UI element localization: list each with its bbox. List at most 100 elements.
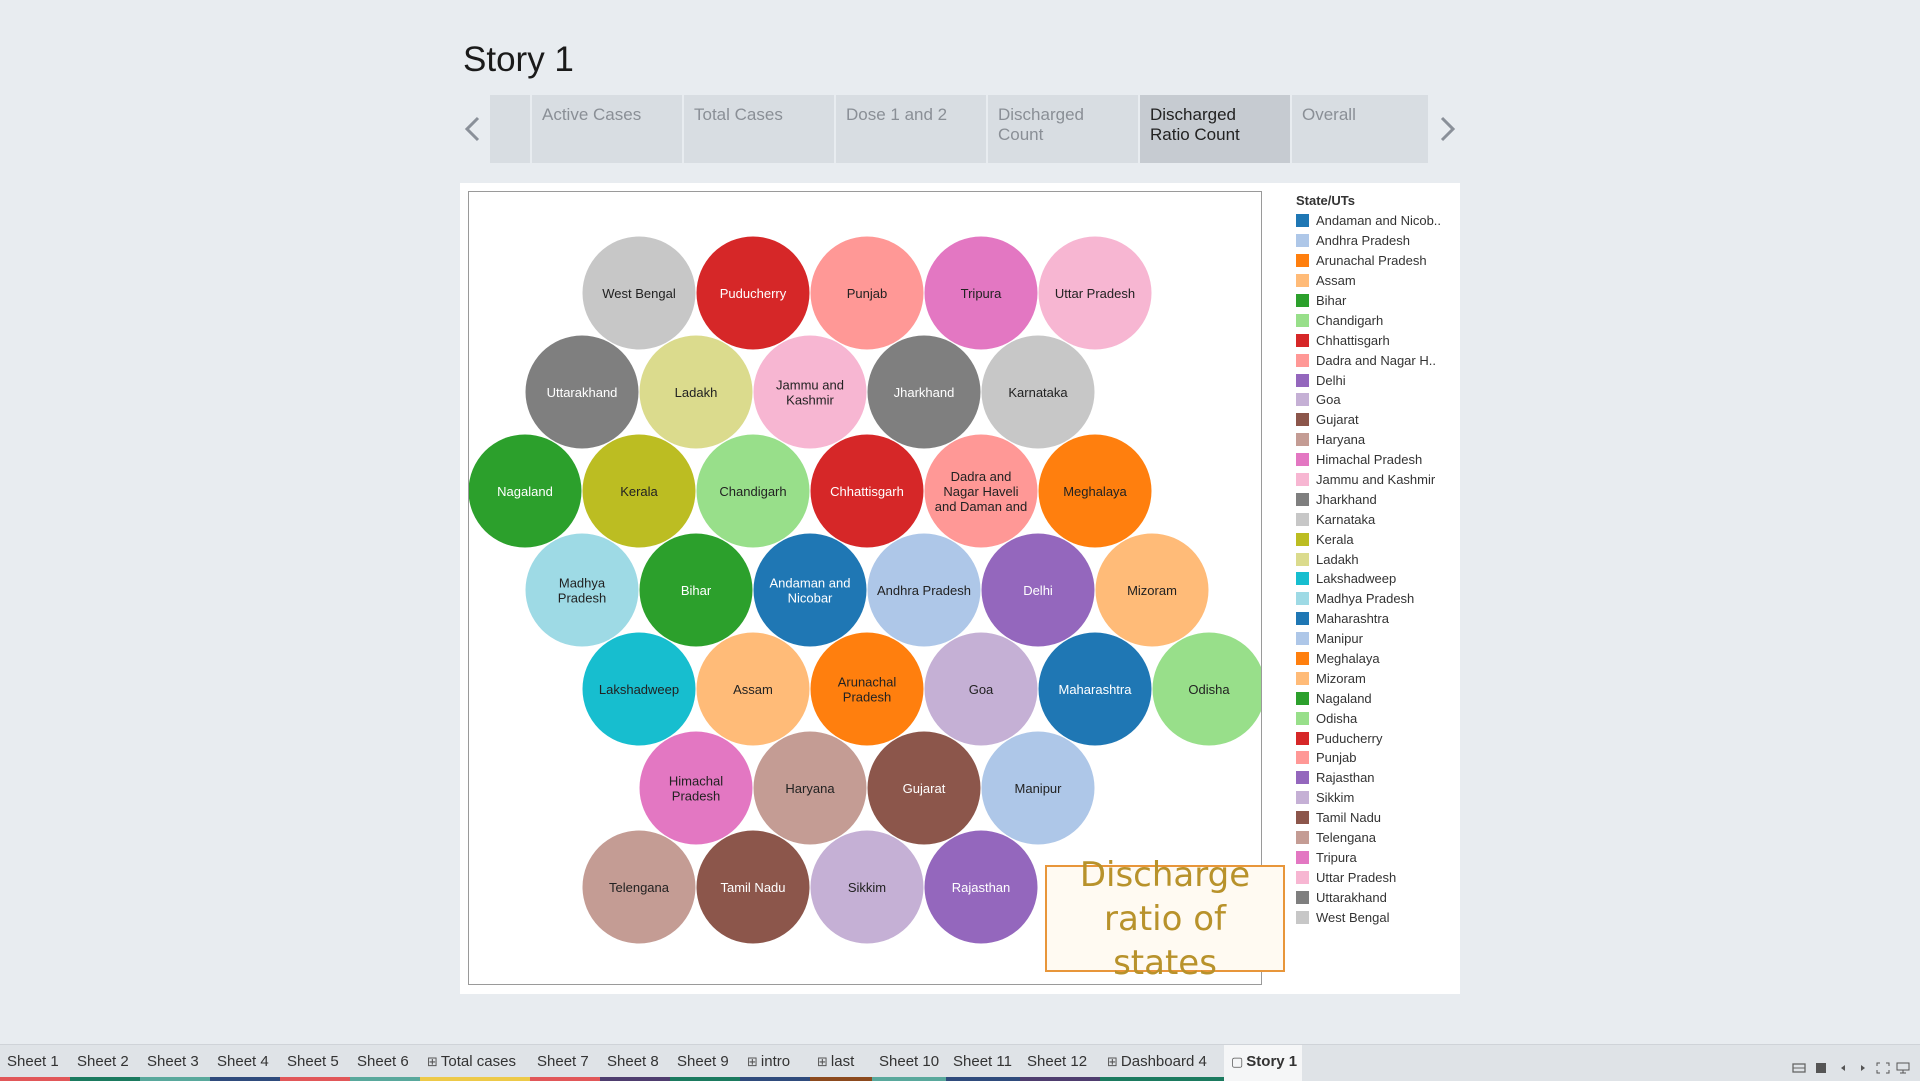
bubble-circle[interactable] — [753, 731, 867, 845]
bubble-circle[interactable] — [753, 533, 867, 647]
bubble-circle[interactable] — [867, 335, 981, 449]
next-story-point-button[interactable] — [1432, 112, 1462, 146]
legend-item[interactable]: Manipur — [1296, 629, 1456, 649]
bubble[interactable]: Meghalaya — [1038, 434, 1152, 548]
legend-item[interactable]: Himachal Pradesh — [1296, 450, 1456, 470]
legend-item[interactable]: Andaman and Nicob.. — [1296, 211, 1456, 231]
bubble-circle[interactable] — [1038, 236, 1152, 350]
bubble-circle[interactable] — [1038, 632, 1152, 746]
sheet-tab[interactable]: Sheet 2 — [70, 1045, 140, 1081]
bubble-circle[interactable] — [469, 434, 582, 548]
story-point-tab[interactable]: Overall — [1292, 95, 1428, 163]
sheet-tab[interactable]: Sheet 11 — [946, 1045, 1020, 1081]
legend-item[interactable]: Gujarat — [1296, 410, 1456, 430]
bubble-circle[interactable] — [867, 731, 981, 845]
story-point-tab[interactable]: Total Cases — [684, 95, 834, 163]
legend-item[interactable]: Dadra and Nagar H.. — [1296, 350, 1456, 370]
bubble[interactable]: Mizoram — [1095, 533, 1209, 647]
bubble-circle[interactable] — [981, 335, 1095, 449]
sheet-tab[interactable]: ⊞ intro — [740, 1045, 810, 1081]
legend-item[interactable]: Chandigarh — [1296, 310, 1456, 330]
bubble-circle[interactable] — [582, 434, 696, 548]
sheet-tab[interactable]: Sheet 1 — [0, 1045, 70, 1081]
bubble-circle[interactable] — [753, 335, 867, 449]
legend-item[interactable]: Arunachal Pradesh — [1296, 251, 1456, 271]
bubble-circle[interactable] — [924, 236, 1038, 350]
legend-item[interactable]: Punjab — [1296, 748, 1456, 768]
bubble[interactable]: Nagaland — [469, 434, 582, 548]
legend-item[interactable]: Odisha — [1296, 708, 1456, 728]
prev-sheet-icon[interactable] — [1836, 1062, 1850, 1074]
bubble[interactable]: Chhattisgarh — [810, 434, 924, 548]
bubble-circle[interactable] — [582, 632, 696, 746]
legend-item[interactable]: Ladakh — [1296, 549, 1456, 569]
bubble[interactable]: Goa — [924, 632, 1038, 746]
bubble[interactable]: Ladakh — [639, 335, 753, 449]
bubble[interactable]: Manipur — [981, 731, 1095, 845]
legend-item[interactable]: Maharashtra — [1296, 609, 1456, 629]
bubble[interactable]: Uttarakhand — [525, 335, 639, 449]
bubble-circle[interactable] — [810, 830, 924, 944]
story-point-tab[interactable]: Discharged Ratio Count — [1140, 95, 1290, 163]
bubble-circle[interactable] — [810, 434, 924, 548]
bubble[interactable]: Bihar — [639, 533, 753, 647]
sheet-tab[interactable]: Sheet 3 — [140, 1045, 210, 1081]
bubble-circle[interactable] — [924, 434, 1038, 548]
legend-item[interactable]: Goa — [1296, 390, 1456, 410]
bubble-circle[interactable] — [696, 434, 810, 548]
legend-item[interactable]: Delhi — [1296, 370, 1456, 390]
legend-item[interactable]: Tripura — [1296, 848, 1456, 868]
sheet-tab[interactable]: Sheet 10 — [872, 1045, 946, 1081]
bubble[interactable]: Madhya Pradesh — [525, 533, 639, 647]
sheet-tab[interactable]: Sheet 4 — [210, 1045, 280, 1081]
legend-item[interactable]: Andhra Pradesh — [1296, 231, 1456, 251]
legend-item[interactable]: Jharkhand — [1296, 489, 1456, 509]
bubble-circle[interactable] — [525, 335, 639, 449]
sheet-tab[interactable]: Sheet 7 — [530, 1045, 600, 1081]
bubble[interactable]: Lakshadweep — [582, 632, 696, 746]
bubble[interactable]: Andhra Pradesh — [867, 533, 981, 647]
legend-item[interactable]: Sikkim — [1296, 788, 1456, 808]
bubble-circle[interactable] — [639, 731, 753, 845]
legend-item[interactable]: Uttar Pradesh — [1296, 867, 1456, 887]
next-sheet-icon[interactable] — [1856, 1062, 1870, 1074]
bubble-circle[interactable] — [981, 731, 1095, 845]
bubble[interactable]: Jammu and Kashmir — [753, 335, 867, 449]
sheet-tab[interactable]: ⊞ Dashboard 4 — [1100, 1045, 1224, 1081]
bubble-circle[interactable] — [981, 533, 1095, 647]
legend-item[interactable]: Telengana — [1296, 828, 1456, 848]
legend-item[interactable]: Jammu and Kashmir — [1296, 470, 1456, 490]
bubble[interactable]: Sikkim — [810, 830, 924, 944]
legend-item[interactable]: Madhya Pradesh — [1296, 589, 1456, 609]
bubble[interactable]: Andaman and Nicobar — [753, 533, 867, 647]
story-point-tab[interactable]: Active Cases — [532, 95, 682, 163]
bubble[interactable]: Kerala — [582, 434, 696, 548]
bubble[interactable]: Gujarat — [867, 731, 981, 845]
bubble[interactable]: Tripura — [924, 236, 1038, 350]
bubble[interactable]: Dadra and Nagar Haveli and Daman and — [924, 434, 1038, 548]
legend-item[interactable]: Lakshadweep — [1296, 569, 1456, 589]
legend-item[interactable]: Rajasthan — [1296, 768, 1456, 788]
bubble-chart[interactable]: West Bengal Puducherry Punjab Tripura Uttar … — [469, 192, 1262, 985]
bubble-circle[interactable] — [696, 632, 810, 746]
story-point-tab[interactable]: Discharged Count — [988, 95, 1138, 163]
legend-item[interactable]: Kerala — [1296, 529, 1456, 549]
bubble[interactable]: Punjab — [810, 236, 924, 350]
bubble[interactable]: Haryana — [753, 731, 867, 845]
story-point-tab[interactable]: Dose 1 and 2 — [836, 95, 986, 163]
bubble-circle[interactable] — [1095, 533, 1209, 647]
bubble-circle[interactable] — [1152, 632, 1263, 746]
legend-item[interactable]: Meghalaya — [1296, 649, 1456, 669]
sheet-tab[interactable]: ⊞ last — [810, 1045, 872, 1081]
legend-item[interactable]: Tamil Nadu — [1296, 808, 1456, 828]
legend-item[interactable]: West Bengal — [1296, 907, 1456, 927]
prev-story-point-button[interactable] — [458, 112, 488, 146]
bubble[interactable]: Odisha — [1152, 632, 1263, 746]
legend-item[interactable]: Puducherry — [1296, 728, 1456, 748]
sheet-tab[interactable]: Sheet 6 — [350, 1045, 420, 1081]
sheet-tab[interactable]: Sheet 5 — [280, 1045, 350, 1081]
sheet-tab[interactable]: ⊞ Total cases — [420, 1045, 530, 1081]
legend-item[interactable]: Uttarakhand — [1296, 887, 1456, 907]
bubble-circle[interactable] — [810, 632, 924, 746]
bubble[interactable]: Puducherry — [696, 236, 810, 350]
